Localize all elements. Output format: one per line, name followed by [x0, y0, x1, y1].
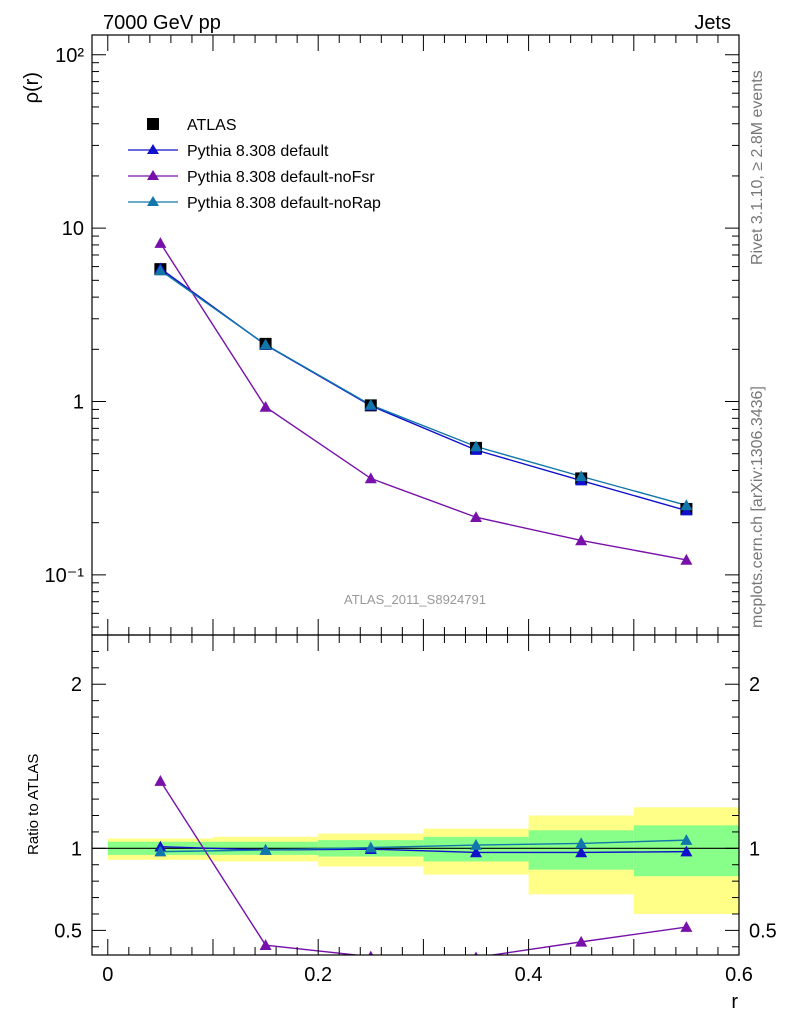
tick-labels: 10² 10 1 10⁻¹ 2 2 1 1 0.5 0.5 0 0.2 0.4 0.6 — [45, 45, 777, 986]
top-marker-noRap — [364, 398, 377, 410]
ratio-marker-default — [575, 846, 588, 858]
ratio-marker-noRap — [575, 837, 588, 849]
uncertainty-bands — [92, 807, 739, 914]
top-marker-noRap — [154, 264, 167, 276]
top-y-tick-label: 10⁻¹ — [45, 565, 85, 587]
ratio-y-axis-label: Ratio to ATLAS — [25, 754, 42, 855]
ratio-marker-noRap — [364, 841, 377, 853]
legend-marker-atlas — [147, 118, 159, 130]
mcplots-label: mcplots.cern.ch [arXiv:1306.3436] — [749, 386, 766, 628]
legend: ATLAS Pythia 8.308 default Pythia 8.308 … — [128, 117, 381, 212]
ratio-marker-noRap — [469, 839, 482, 850]
x-axis-label: r — [731, 991, 738, 1013]
ratio-marker-noRap — [154, 845, 167, 857]
x-tick-label: 0.6 — [725, 964, 753, 986]
analysis-watermark: ATLAS_2011_S8924791 — [344, 592, 486, 607]
ratio-line-noFsr — [159, 780, 687, 955]
top-y-tick-label: 1 — [73, 392, 84, 414]
top-marker-noFsr — [364, 472, 377, 484]
top-line-noFsr — [159, 242, 687, 561]
top-marker-noRap — [259, 338, 272, 350]
rivet-version-label: Rivet 3.1.10, ≥ 2.8M events — [749, 70, 766, 265]
ratio-marker-noRap — [259, 843, 272, 855]
header-energy-label: 7000 GeV pp — [103, 12, 221, 34]
legend-marker-nofsr — [147, 170, 159, 180]
top-marker-noFsr — [575, 534, 588, 546]
legend-label-norap: Pythia 8.308 default-noRap — [187, 195, 381, 212]
ratio-panel-series — [154, 775, 693, 955]
ratio-marker-noFsr — [154, 775, 167, 786]
ratio-marker-noFsr — [368, 950, 374, 955]
top-marker-noFsr — [469, 511, 482, 523]
top-marker-noFsr — [154, 237, 167, 248]
legend-marker-default — [147, 144, 159, 154]
ratio-y-tick-label-left: 1 — [71, 838, 82, 860]
x-tick-label: 0 — [102, 964, 113, 986]
ratio-y-tick-label-left: 0.5 — [54, 920, 82, 942]
ratio-y-tick-label-right: 2 — [749, 674, 760, 696]
axis-ticks — [92, 35, 740, 955]
top-line-noRap — [159, 269, 687, 506]
top-y-tick-label: 10 — [62, 218, 84, 240]
legend-label-default: Pythia 8.308 default — [187, 143, 329, 160]
top-marker-noRap — [680, 499, 693, 511]
ratio-marker-noFsr — [474, 951, 478, 955]
top-panel-series — [154, 237, 693, 565]
ratio-marker-noFsr — [575, 935, 588, 947]
ratio-marker-default — [680, 845, 693, 857]
top-marker-noRap — [575, 470, 588, 482]
top-y-tick-label: 10² — [55, 45, 84, 67]
ratio-y-tick-label-left: 2 — [71, 674, 82, 696]
top-marker-noFsr — [259, 400, 272, 412]
top-line-default — [159, 267, 687, 512]
x-tick-label: 0.2 — [304, 964, 332, 986]
top-marker-noFsr — [680, 553, 693, 565]
ratio-y-tick-label-right: 1 — [749, 838, 760, 860]
ratio-marker-default — [469, 846, 482, 858]
ratio-y-tick-label-right: 0.5 — [749, 920, 777, 942]
header-jets-label: Jets — [694, 12, 731, 34]
ratio-line-default — [160, 845, 687, 854]
top-marker-noRap — [469, 440, 482, 452]
ratio-marker-noFsr — [680, 921, 693, 932]
top-y-axis-label: ρ(r) — [21, 72, 43, 103]
legend-label-nofsr: Pythia 8.308 default-noFsr — [187, 169, 375, 186]
ratio-marker-noRap — [680, 834, 693, 845]
x-tick-label: 0.4 — [515, 964, 543, 986]
legend-label-atlas: ATLAS — [187, 117, 237, 134]
ratio-line-noRap — [160, 839, 687, 853]
ratio-marker-noFsr — [259, 939, 272, 950]
ratio-panel-frame — [91, 634, 740, 956]
legend-marker-norap — [147, 196, 159, 206]
